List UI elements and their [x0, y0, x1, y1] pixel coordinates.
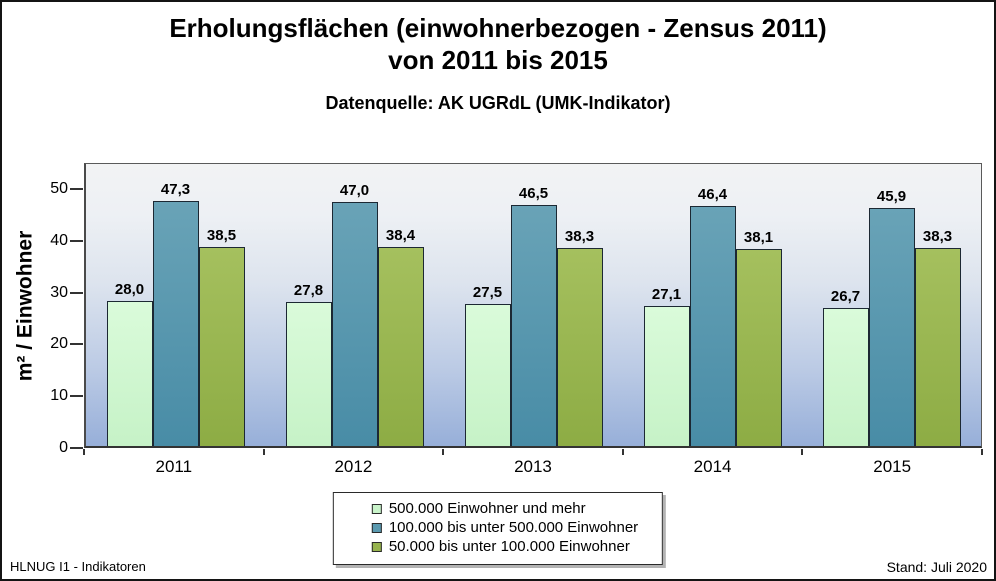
y-axis-tick [70, 395, 83, 398]
x-tick-label: 2014 [693, 457, 732, 476]
bar-value-label: 46,5 [518, 185, 549, 203]
bar [152, 200, 199, 446]
legend-swatch [371, 503, 382, 514]
legend-swatch [371, 522, 382, 533]
bar-value-label: 45,9 [876, 188, 907, 206]
bar-series-2: 45,9 [868, 188, 915, 446]
bar-value-label: 27,1 [651, 285, 682, 303]
y-axis-tick [70, 447, 83, 449]
bar-series-1: 26,7 [822, 287, 869, 446]
bar-group-2015: 26,7 45,9 38,3 [802, 164, 981, 446]
bar-group-2012: 27,8 47,0 38,4 [265, 164, 444, 446]
bar-series-1: 27,1 [643, 285, 690, 446]
x-axis-tickmarks [83, 449, 983, 455]
bar-series-2: 47,3 [152, 180, 199, 446]
bar-value-label: 38,1 [743, 228, 774, 246]
x-axis-tick [981, 449, 983, 455]
chart-title-line2: von 2011 bis 2015 [388, 45, 608, 75]
y-axis-tick [70, 291, 83, 294]
bar-series-1: 27,5 [464, 283, 511, 446]
bar-value-label: 46,4 [697, 185, 728, 203]
plot-area: 28,0 47,3 38,5 27,8 47,0 38,4 27,5 46,5 38,3 27,1… [84, 163, 982, 448]
bar-value-label: 27,8 [293, 281, 324, 299]
bar [106, 300, 153, 446]
bar-value-label: 38,3 [922, 227, 953, 245]
x-axis-tick [621, 449, 624, 455]
bar-series-2: 46,5 [510, 185, 557, 446]
bar [464, 303, 511, 446]
x-axis-tick [83, 449, 85, 455]
bar [689, 205, 736, 446]
bar-series-2: 46,4 [689, 185, 736, 446]
legend-swatch [371, 541, 382, 552]
bar-value-label: 47,3 [160, 180, 191, 198]
bar [914, 247, 961, 446]
y-tick-label: 0 [59, 439, 68, 456]
bar [822, 307, 869, 446]
chart-subtitle: Datenquelle: AK UGRdL (UMK-Indikator) [325, 93, 671, 113]
x-axis-tick [442, 449, 445, 455]
legend-rows: 500.000 Einwohner und mehr 100.000 bis un… [371, 499, 639, 556]
bar [643, 305, 690, 446]
bar [735, 248, 782, 446]
bar-value-label: 27,5 [472, 283, 503, 301]
bar-series-3: 38,5 [198, 226, 245, 446]
legend-label: 100.000 bis unter 500.000 Einwohner [388, 519, 639, 536]
bars-row: 28,0 47,3 38,5 27,8 47,0 38,4 27,5 46,5 38,3 27,1… [86, 164, 981, 446]
bar-value-label: 38,4 [385, 227, 416, 245]
source-label: HLNUG I1 - Indikatoren [10, 559, 146, 574]
y-axis-tickmarks [70, 163, 83, 449]
bar-value-label: 38,3 [564, 227, 595, 245]
bar-value-label: 28,0 [114, 280, 145, 298]
legend-label: 50.000 bis unter 100.000 Einwohner [388, 538, 630, 555]
bar [868, 208, 915, 446]
bar-series-2: 47,0 [331, 182, 378, 446]
legend-label: 500.000 Einwohner und mehr [388, 500, 586, 517]
bar-series-3: 38,3 [556, 227, 603, 446]
bar-value-label: 38,5 [206, 226, 237, 244]
x-tick-label: 2015 [873, 457, 912, 476]
bar-value-label: 26,7 [830, 287, 861, 305]
y-axis-tick [70, 187, 83, 190]
x-axis-labels: 2011 2012 2013 2014 2015 [84, 457, 982, 477]
title-block: Erholungsflächen (einwohnerbezogen - Zen… [0, 12, 996, 114]
x-tick-label: 2012 [334, 457, 373, 476]
legend-item: 500.000 Einwohner und mehr [371, 499, 638, 518]
x-tick-label: 2011 [155, 457, 193, 476]
bar-series-3: 38,3 [914, 227, 961, 446]
date-stamp: Stand: Juli 2020 [886, 559, 987, 575]
bar-group-2014: 27,1 46,4 38,1 [623, 164, 802, 446]
legend-item: 50.000 bis unter 100.000 Einwohner [371, 537, 638, 556]
y-tick-label: 30 [50, 283, 68, 301]
bar-series-1: 27,8 [285, 281, 332, 446]
chart-title-line1: Erholungsflächen (einwohnerbezogen - Zen… [169, 13, 827, 43]
bar [198, 246, 245, 446]
y-tick-label: 20 [50, 335, 68, 353]
y-axis-tick [70, 239, 83, 242]
bar-group-2013: 27,5 46,5 38,3 [444, 164, 623, 446]
y-axis-labels: 0 10 20 30 40 50 [28, 163, 68, 456]
x-axis-tick [262, 449, 265, 455]
bar-series-3: 38,4 [377, 227, 424, 446]
legend-item: 100.000 bis unter 500.000 Einwohner [371, 518, 639, 537]
bar [285, 301, 332, 446]
legend: 500.000 Einwohner und mehr 100.000 bis un… [332, 492, 664, 565]
y-tick-label: 40 [50, 231, 68, 249]
bar [556, 247, 603, 446]
bar [331, 202, 378, 446]
bar [377, 247, 424, 446]
bar-series-1: 28,0 [106, 280, 153, 446]
bar [510, 205, 557, 446]
y-axis-tick [70, 343, 83, 346]
x-tick-label: 2013 [514, 457, 552, 476]
bar-value-label: 47,0 [339, 182, 370, 200]
x-axis-tick [801, 449, 804, 455]
y-tick-label: 10 [50, 387, 68, 405]
bar-group-2011: 28,0 47,3 38,5 [86, 164, 265, 446]
y-tick-label: 50 [50, 179, 68, 197]
bar-series-3: 38,1 [735, 228, 782, 446]
